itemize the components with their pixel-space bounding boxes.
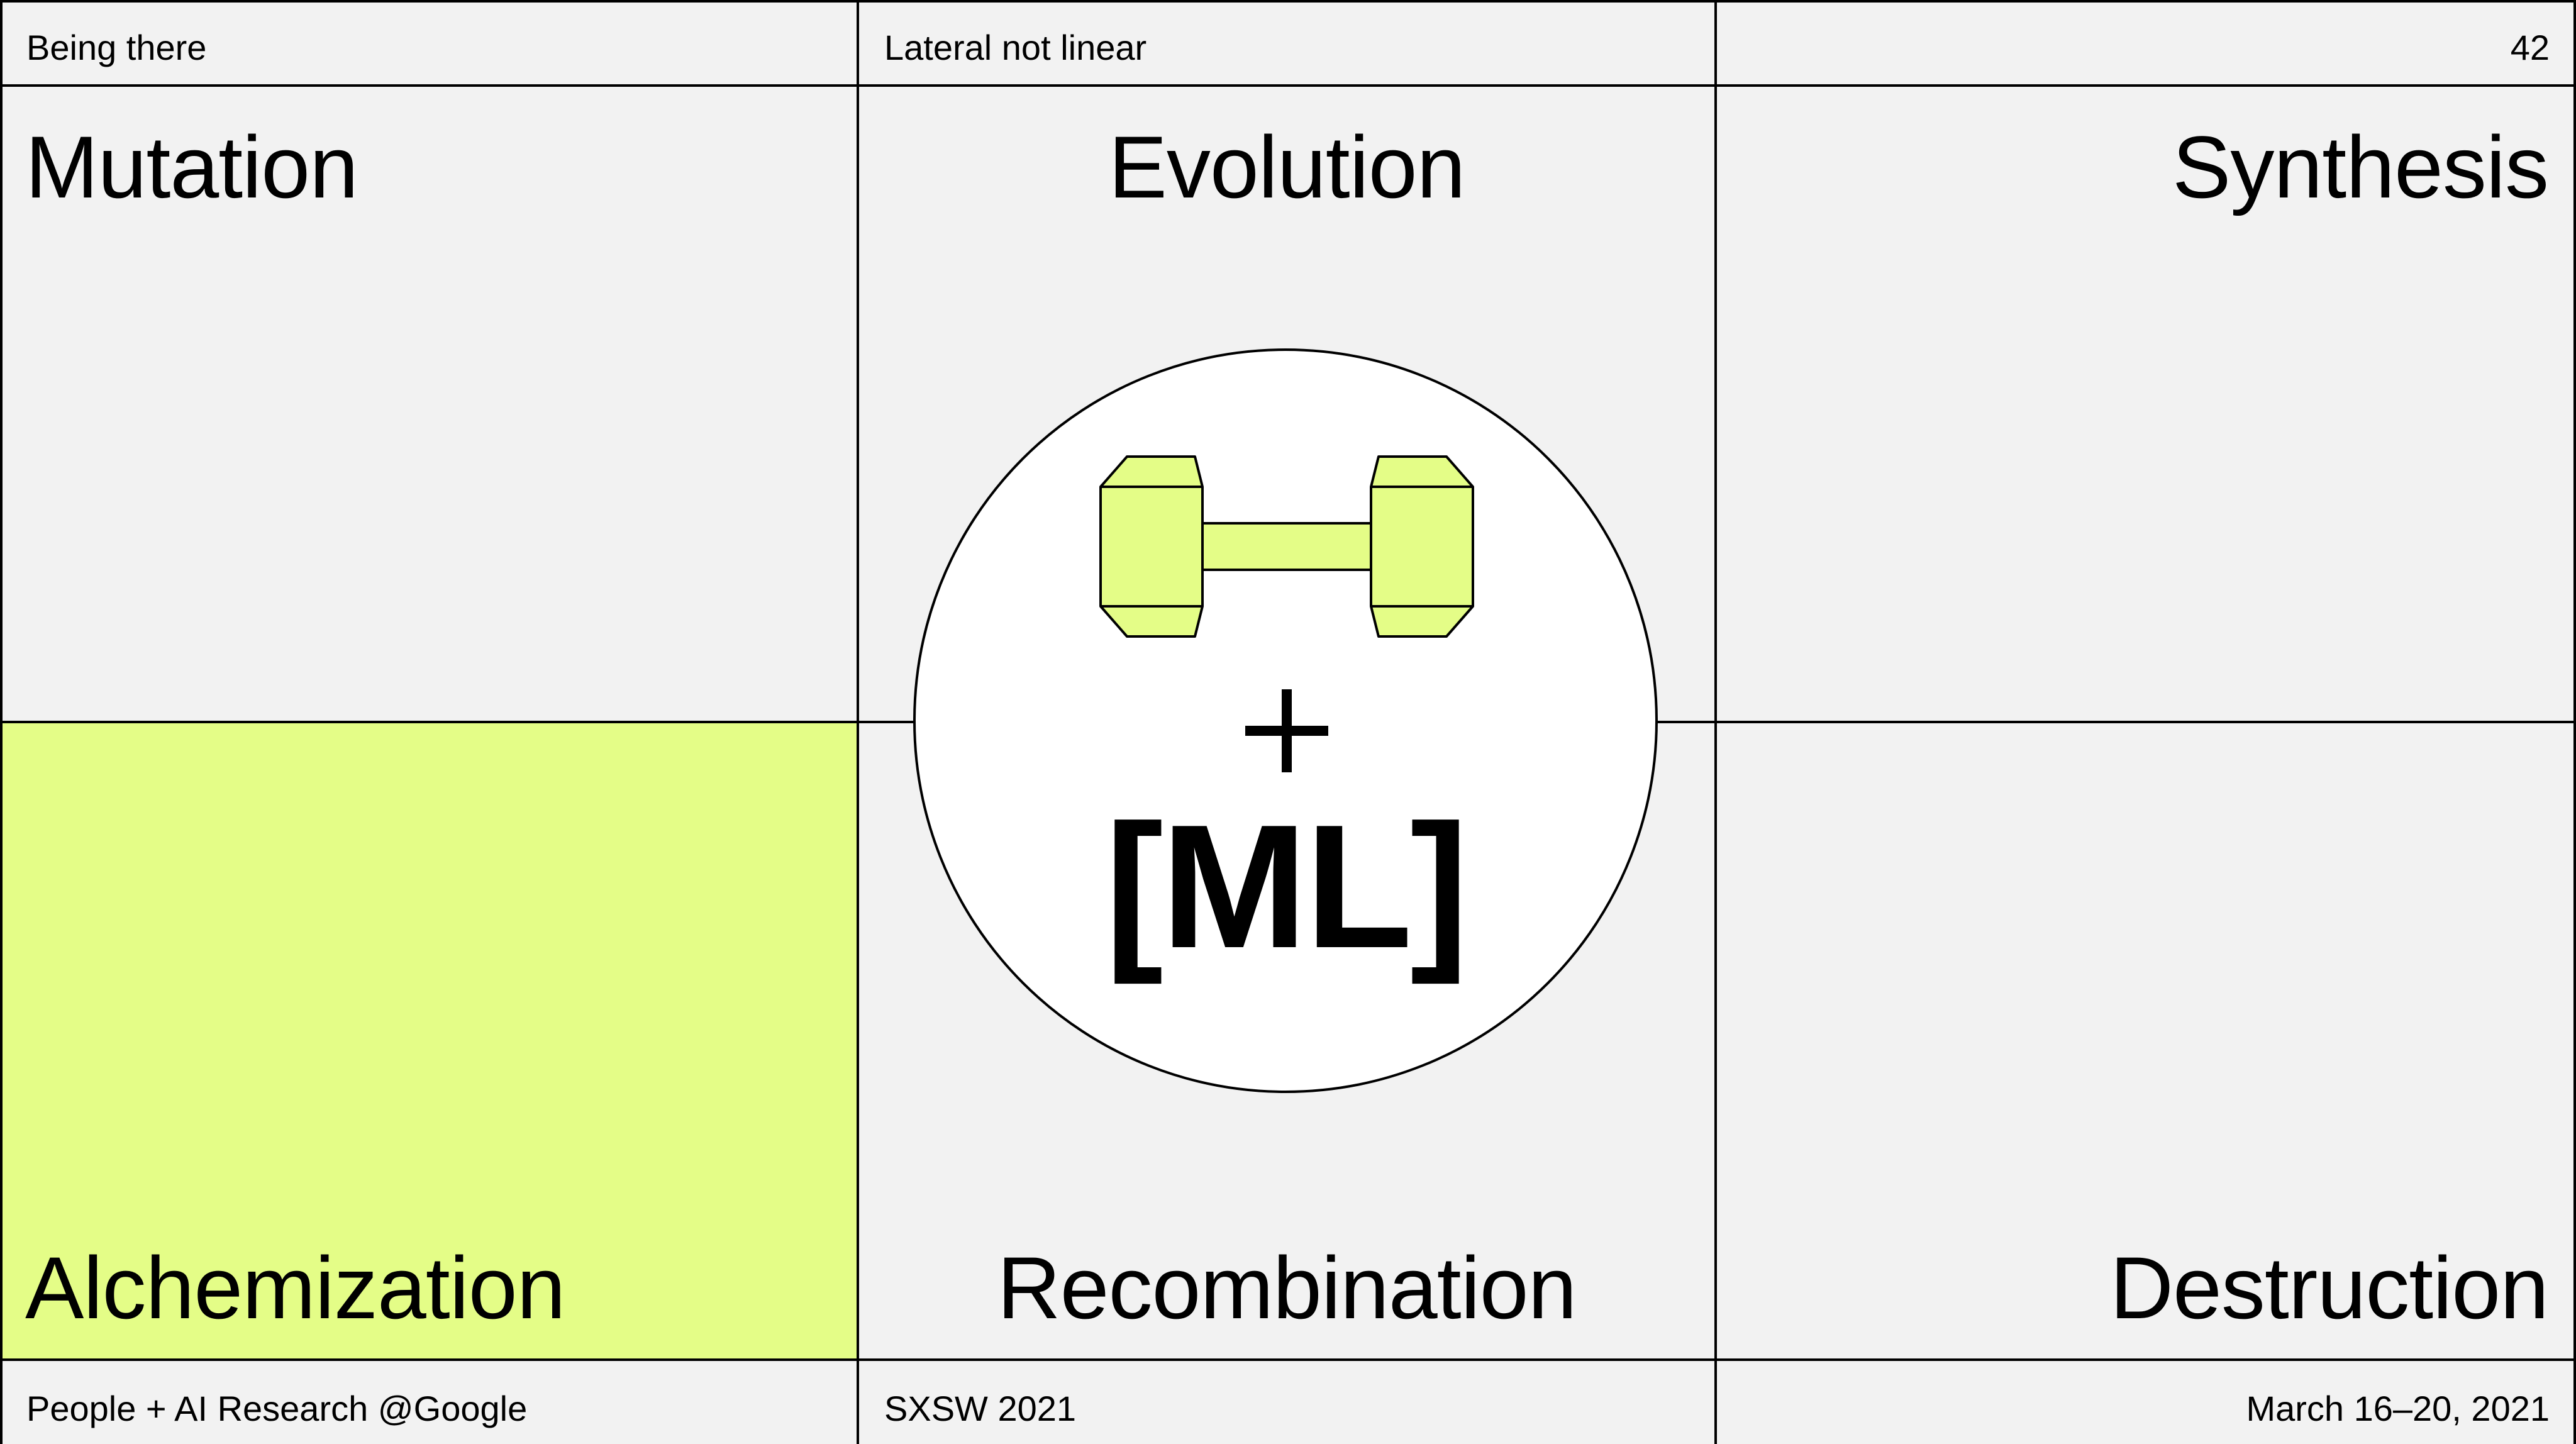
ml-label: [ML] [1104,789,1469,985]
footer-organization: People + AI Research @Google [26,1389,528,1428]
header-divider [0,84,2576,87]
footer-date: March 16–20, 2021 [2246,1389,2550,1428]
left-border [0,0,3,1444]
label-mutation: Mutation [25,118,358,216]
highlighted-cell-alchemization [0,722,858,1360]
page-number: 42 [2510,28,2550,67]
label-alchemization: Alchemization [25,1238,566,1337]
plus-sign [1238,682,1336,780]
header-section-title: Being there [26,28,207,67]
dumbbell-icon [1099,455,1474,638]
footer-divider [0,1358,2576,1361]
label-recombination: Recombination [997,1238,1577,1337]
top-border [0,0,2576,3]
header-subtitle: Lateral not linear [884,28,1147,67]
right-border [2573,0,2576,1444]
footer-event: SXSW 2021 [884,1389,1077,1428]
label-synthesis: Synthesis [2172,118,2549,216]
label-evolution: Evolution [1108,118,1466,216]
label-destruction: Destruction [2109,1238,2549,1337]
